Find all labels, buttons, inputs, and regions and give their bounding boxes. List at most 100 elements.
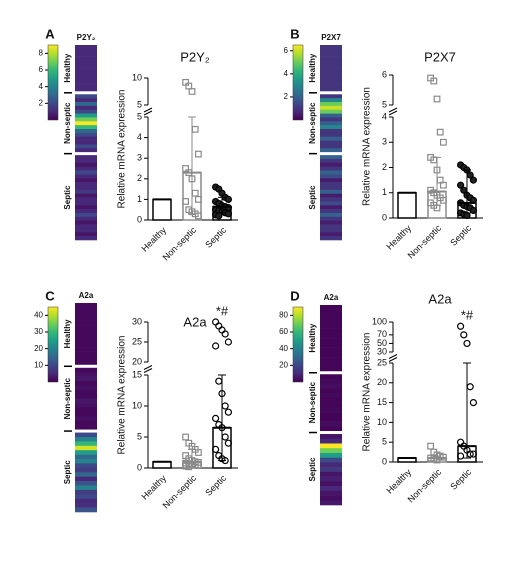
heatmap-cell [320, 323, 342, 329]
heatmap-cell [320, 216, 342, 222]
group-separator [75, 91, 97, 95]
heatmap-cell [320, 366, 342, 372]
y-axis-label: Relative mRNA expression [362, 87, 373, 206]
y-tick-label: 4 [137, 132, 142, 142]
data-point [469, 176, 477, 184]
data-point [224, 210, 232, 218]
data-point [469, 450, 477, 458]
heatmap-cell [75, 132, 97, 138]
heatmap-cell [75, 476, 97, 482]
heatmap-cell [320, 56, 342, 61]
heatmap-cell [320, 448, 342, 454]
group-label: Healthy [63, 53, 72, 82]
heatmap-cell [75, 121, 97, 126]
significance: *# [216, 303, 229, 318]
data-point [182, 198, 190, 205]
heatmap-cell [75, 87, 97, 92]
heatmap-cell [75, 303, 97, 308]
heatmap-cell [320, 201, 342, 206]
panel: B P2X7 Relative mRNA expression 0 1 2 3 4 5 6 Heal… [284, 26, 483, 261]
data-point [212, 445, 220, 453]
colorbar [47, 44, 59, 121]
data-point [224, 338, 232, 346]
panel-letter: A [45, 26, 55, 41]
y-tick-label: 0 [137, 214, 142, 224]
heatmap-cell [320, 186, 342, 191]
colorbar-tick-label: 8 [39, 48, 44, 57]
heatmap-cell [320, 374, 342, 380]
heatmap-cell [320, 83, 342, 88]
heatmap-cell [320, 170, 342, 175]
data-point [215, 322, 223, 330]
x-tick-label: Septic [203, 225, 228, 250]
heatmap-cell [75, 220, 97, 225]
heatmap-cell [320, 189, 342, 195]
heatmap-cell [75, 459, 97, 464]
heatmap-cell [75, 403, 97, 408]
colorbar-tick-label: 80 [279, 310, 288, 319]
data-point [191, 189, 199, 197]
heatmap-cell [320, 64, 342, 69]
heatmap-cell [75, 174, 97, 179]
heatmap-cell [75, 485, 97, 491]
axis-break [388, 107, 398, 113]
heatmap-cell [75, 189, 97, 195]
data-point [436, 128, 444, 136]
y-tick-label: 30 [377, 346, 387, 356]
heatmap-cell [320, 471, 342, 477]
heatmap-cell [75, 105, 97, 111]
heatmap-cell [320, 421, 342, 427]
heatmap-cell [75, 94, 97, 99]
heatmap-cell [320, 174, 342, 179]
heatmap-cell [75, 316, 97, 321]
heatmap-cell [320, 136, 342, 141]
heatmap-cell [320, 305, 342, 311]
data-point [195, 449, 202, 456]
heatmap-cell [320, 333, 342, 339]
heatmap-cell [320, 205, 342, 210]
colorbar [292, 306, 304, 383]
axis-break [143, 365, 153, 370]
x-tick-label: Septic [448, 467, 473, 492]
group-label: Non-septic [308, 381, 317, 423]
axis-break [143, 368, 153, 373]
x-tick-label: Healthy [384, 467, 413, 496]
heatmap-cell [75, 98, 97, 103]
group-label: Septic [63, 185, 72, 210]
colorbar-tick-label: 30 [34, 327, 43, 336]
heatmap-cell [320, 314, 342, 320]
y-tick-label: 25 [132, 336, 142, 346]
data-point [433, 95, 441, 103]
data-point [185, 82, 193, 90]
colorbar-tick-label: 6 [39, 65, 44, 74]
heatmap-cell [320, 159, 342, 164]
y-tick-label: 5 [382, 99, 387, 109]
data-point [195, 196, 202, 203]
heatmap-cell [320, 132, 342, 138]
heatmap-cell [75, 436, 97, 442]
heatmap-cell [75, 360, 97, 366]
heatmap-cell [320, 412, 342, 418]
heatmap-cell [320, 347, 342, 353]
y-tick-label: 5 [137, 111, 142, 121]
data-point [457, 438, 465, 446]
data-point [188, 88, 196, 95]
data-point [430, 156, 438, 164]
heatmap-cell [75, 450, 97, 455]
data-point [440, 181, 447, 189]
heatmap-cell [75, 228, 97, 233]
heatmap-cell [75, 205, 97, 210]
heatmap-cell [75, 83, 97, 88]
data-point [457, 322, 465, 330]
chart-title: A2a [183, 314, 207, 329]
group-separator [320, 431, 342, 435]
data-point [195, 212, 202, 220]
heatmap-cell [75, 68, 97, 73]
y-tick-label: 15 [132, 369, 142, 379]
y-tick-label: 3 [382, 137, 387, 147]
heatmap-cell [75, 320, 97, 326]
data-point [433, 204, 441, 212]
heatmap-cell [75, 342, 97, 348]
heatmap-cell [320, 434, 342, 440]
heatmap-cell [75, 441, 97, 447]
